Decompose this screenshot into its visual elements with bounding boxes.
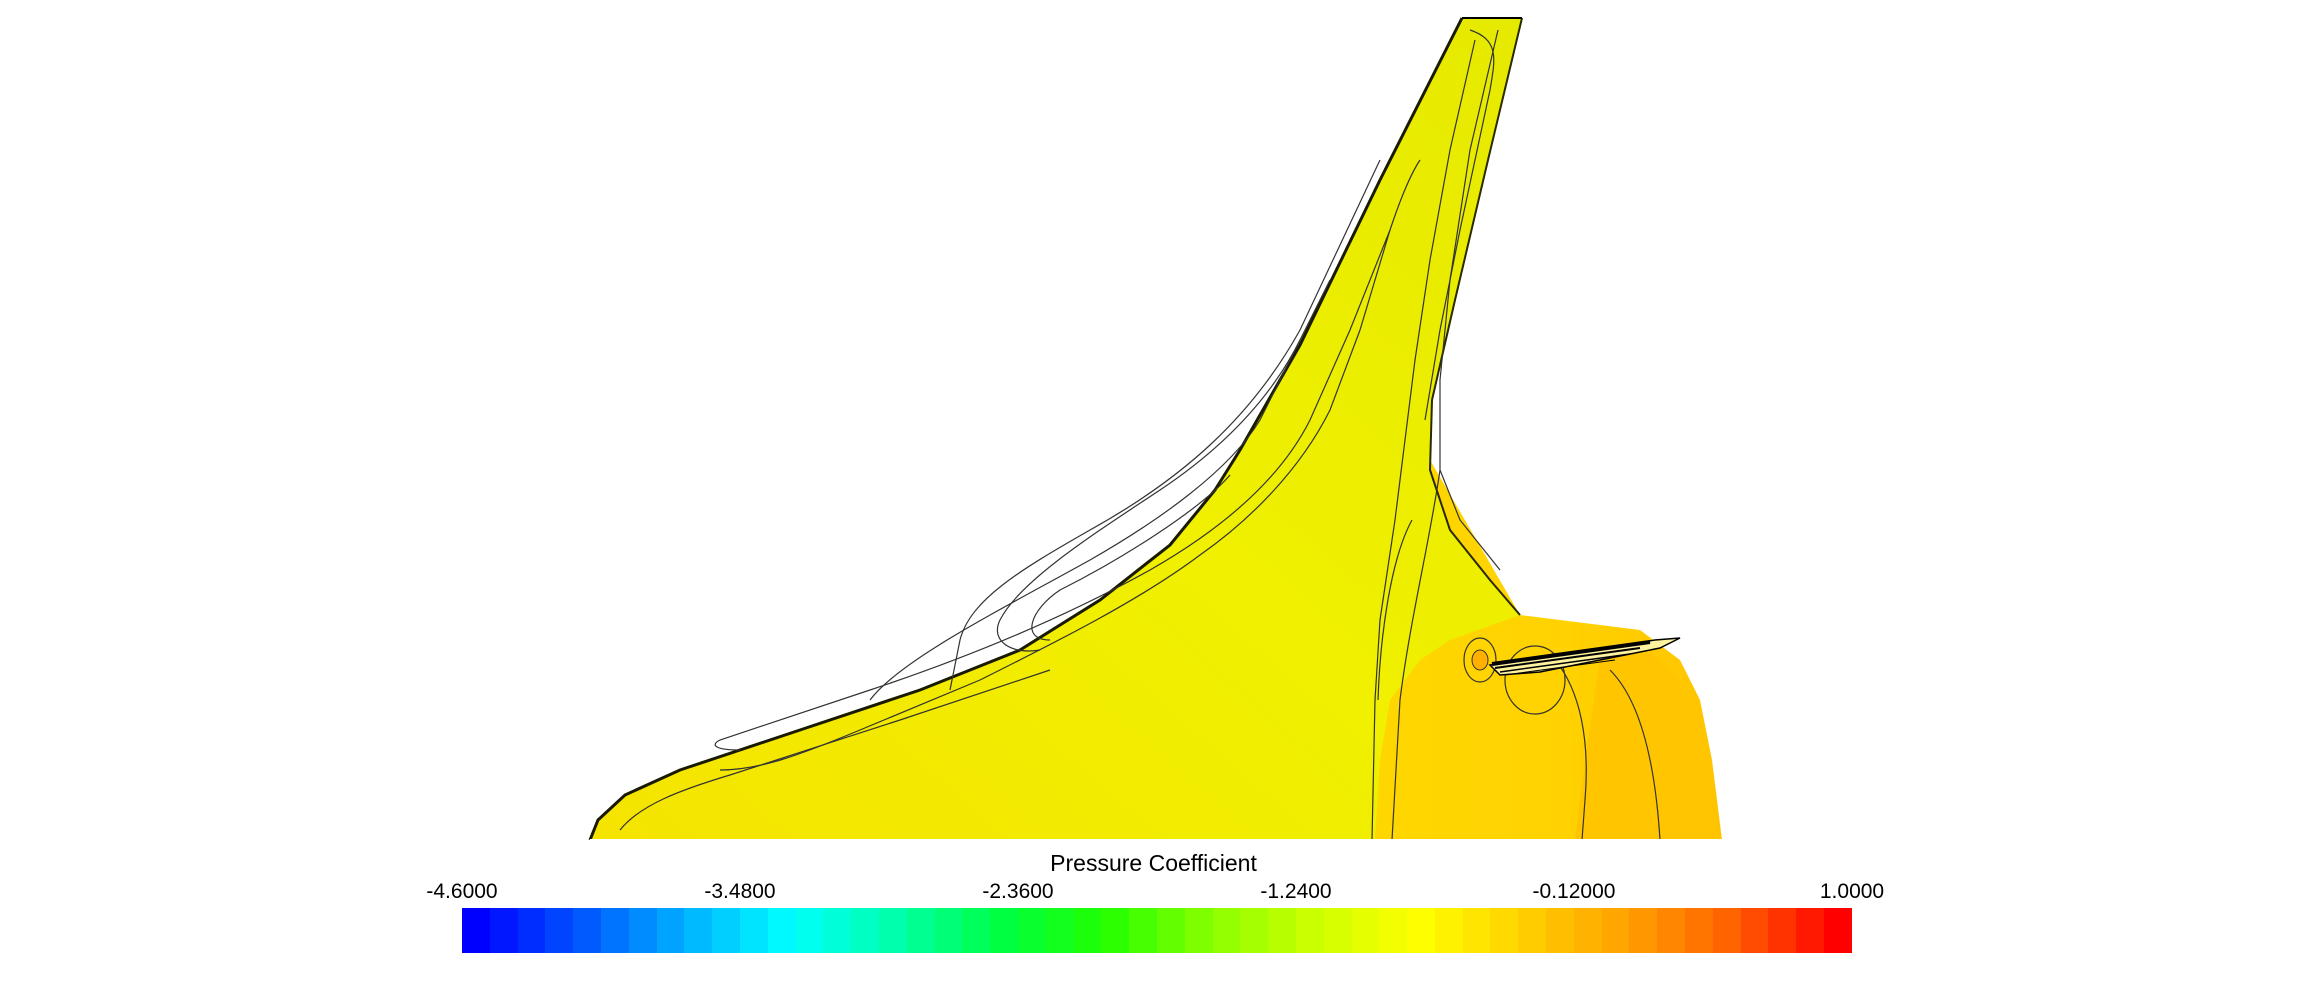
colorbar-swatch: [462, 908, 490, 953]
colorbar-swatch: [1017, 908, 1046, 953]
colorbar-swatch: [573, 908, 601, 953]
colorbar-swatch: [1379, 908, 1408, 953]
leading-edge-line: [588, 17, 1464, 840]
colorbar-swatch: [489, 908, 518, 953]
wing-surface: [590, 18, 1522, 840]
colorbar-swatch: [1295, 908, 1324, 953]
pressure-contour-plot: [588, 17, 1722, 840]
colorbar-swatch: [1490, 908, 1519, 953]
colorbar-swatch: [684, 908, 713, 953]
colorbar-swatch: [1240, 908, 1269, 953]
colorbar-swatch: [1045, 908, 1074, 953]
colorbar-swatch: [739, 908, 768, 953]
colorbar-swatch: [1601, 908, 1630, 953]
contour-lines: [619, 29, 1661, 840]
colorbar-swatch: [1546, 908, 1574, 953]
colorbar-swatch: [656, 908, 685, 953]
colorbar-swatch: [517, 908, 546, 953]
colorbar-swatch: [1796, 908, 1825, 953]
colorbar-swatch: [1073, 908, 1102, 953]
colorbar-tick-label: -3.4800: [704, 880, 776, 903]
colorbar-swatch: [1712, 908, 1741, 953]
colorbar-swatch: [1323, 908, 1352, 953]
colorbar-tick-label: -0.12000: [1532, 880, 1616, 903]
colorbar-swatch: [990, 908, 1018, 953]
colorbar-swatch: [1685, 908, 1713, 953]
colorbar-swatch: [934, 908, 963, 953]
colorbar-swatch: [906, 908, 935, 953]
colorbar-tick-label: 1.0000: [1819, 880, 1885, 903]
colorbar-swatch: [878, 908, 907, 953]
colorbar-swatch: [1462, 908, 1491, 953]
colorbar-swatch: [1768, 908, 1797, 953]
colorbar-swatch: [1629, 908, 1658, 953]
colorbar-swatch: [851, 908, 879, 953]
colorbar-swatch: [1156, 908, 1185, 953]
colorbar-swatch: [1129, 908, 1157, 953]
colorbar-swatch: [1184, 908, 1213, 953]
colorbar-swatch: [712, 908, 740, 953]
fuselage-aft-surface: [1575, 650, 1722, 840]
colorbar-swatch: [1518, 908, 1547, 953]
colorbar-swatch: [1657, 908, 1686, 953]
trailing-edge-line: [1428, 17, 1523, 616]
colorbar-swatch: [1573, 908, 1602, 953]
colorbar-swatch: [1434, 908, 1463, 953]
colorbar-swatch: [1101, 908, 1130, 953]
colorbar-swatch: [795, 908, 824, 953]
colorbar-swatch: [1351, 908, 1380, 953]
nacelle-detail: [1463, 637, 1681, 715]
colorbar-swatch: [1268, 908, 1296, 953]
colorbar-tick-label: -1.2400: [1260, 880, 1332, 903]
colorbar-tick-label: -2.3600: [982, 880, 1054, 903]
colorbar-swatch: [962, 908, 991, 953]
colorbar-swatch: [628, 908, 657, 953]
colorbar-swatch: [1824, 908, 1852, 953]
colorbar-tick-label: -4.6000: [426, 880, 498, 903]
colorbar-swatch: [1212, 908, 1241, 953]
colorbar-swatch: [823, 908, 852, 953]
colorbar-swatch: [545, 908, 574, 953]
colorbar-swatch: [767, 908, 796, 953]
colorbar-swatch: [1407, 908, 1435, 953]
colorbar-swatch: [600, 908, 629, 953]
colorbar-title: Pressure Coefficient: [1050, 850, 1257, 876]
colorbar: [462, 908, 1852, 953]
colorbar-swatch: [1740, 908, 1769, 953]
